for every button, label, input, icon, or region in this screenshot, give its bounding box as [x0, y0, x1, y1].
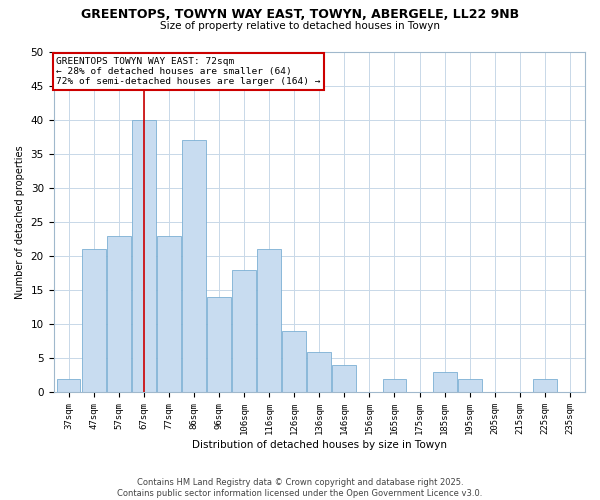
Bar: [332, 365, 356, 392]
Bar: [307, 352, 331, 393]
Bar: [207, 297, 231, 392]
Bar: [132, 120, 155, 392]
Bar: [232, 270, 256, 392]
Bar: [82, 250, 106, 392]
Bar: [157, 236, 181, 392]
Text: GREENTOPS, TOWYN WAY EAST, TOWYN, ABERGELE, LL22 9NB: GREENTOPS, TOWYN WAY EAST, TOWYN, ABERGE…: [81, 8, 519, 20]
Bar: [433, 372, 457, 392]
Bar: [458, 379, 482, 392]
Bar: [107, 236, 131, 392]
Bar: [257, 250, 281, 392]
Text: Size of property relative to detached houses in Towyn: Size of property relative to detached ho…: [160, 21, 440, 31]
Text: GREENTOPS TOWYN WAY EAST: 72sqm
← 28% of detached houses are smaller (64)
72% of: GREENTOPS TOWYN WAY EAST: 72sqm ← 28% of…: [56, 56, 320, 86]
Y-axis label: Number of detached properties: Number of detached properties: [15, 145, 25, 299]
Bar: [533, 379, 557, 392]
Text: Contains HM Land Registry data © Crown copyright and database right 2025.
Contai: Contains HM Land Registry data © Crown c…: [118, 478, 482, 498]
Bar: [383, 379, 406, 392]
X-axis label: Distribution of detached houses by size in Towyn: Distribution of detached houses by size …: [192, 440, 447, 450]
Bar: [56, 379, 80, 392]
Bar: [282, 331, 306, 392]
Bar: [182, 140, 206, 392]
